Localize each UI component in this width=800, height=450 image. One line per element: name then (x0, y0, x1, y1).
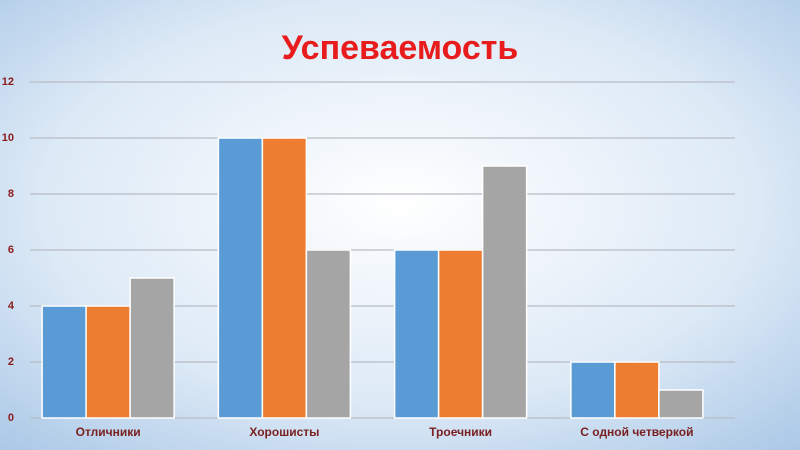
bar (217, 137, 264, 419)
y-tick-label: 12 (2, 76, 14, 88)
bar (85, 305, 131, 419)
y-tick-label: 6 (8, 244, 14, 256)
y-tick-label: 4 (8, 300, 15, 312)
y-tick-label: 0 (8, 412, 14, 424)
bar (261, 137, 308, 419)
x-tick-label: Хорошисты (249, 425, 319, 439)
bar (570, 361, 616, 419)
y-tick-label: 8 (8, 188, 14, 200)
y-tick-label: 2 (8, 356, 14, 368)
bar (393, 249, 440, 419)
x-tick-label: Троечники (429, 425, 492, 439)
bar (481, 165, 528, 419)
bar (614, 361, 660, 419)
x-tick-label: С одной четверкой (580, 425, 693, 439)
y-tick-label: 10 (2, 132, 14, 144)
bar (658, 389, 704, 419)
bar (437, 249, 484, 419)
bar (305, 249, 352, 419)
bar (41, 305, 87, 419)
chart-title: Успеваемость (282, 29, 519, 67)
bar (129, 277, 175, 419)
x-tick-label: Отличники (76, 425, 141, 439)
